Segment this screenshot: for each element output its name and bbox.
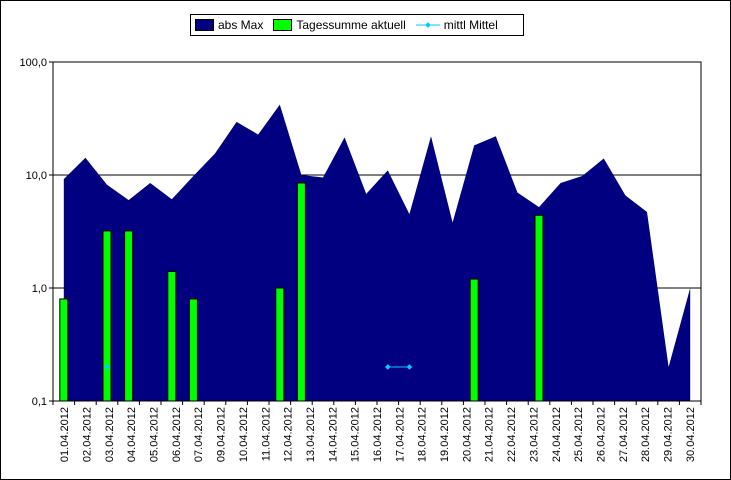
x-tick-label-22: 24.04.2012	[551, 407, 563, 462]
x-tick-label-2: 03.04.2012	[104, 407, 116, 462]
x-tick-label-9: 11.04.2012	[260, 407, 272, 461]
x-tick-label-17: 19.04.2012	[439, 407, 451, 462]
y-tick-label-0: 0,1	[32, 396, 47, 408]
x-tick-label-13: 15.04.2012	[350, 407, 362, 462]
y-tick-label-3: 100,0	[19, 57, 47, 69]
legend-item-abs-max: abs Max	[195, 18, 263, 32]
point-03.04.2012	[104, 364, 110, 370]
bar-01.04.2012	[59, 298, 69, 402]
x-tick-label-15: 17.04.2012	[394, 407, 406, 462]
x-tick-label-20: 22.04.2012	[506, 407, 518, 462]
x-tick-label-12: 14.04.2012	[327, 407, 339, 462]
point-17.04.2012	[406, 364, 413, 370]
x-tick-label-26: 28.04.2012	[640, 407, 652, 462]
x-tick-label-5: 06.04.2012	[171, 407, 183, 462]
x-tick-label-4: 05.04.2012	[149, 407, 161, 462]
x-tick-label-23: 25.04.2012	[573, 407, 585, 462]
x-tick-label-3: 04.04.2012	[126, 407, 138, 462]
legend-label-mittl-mittel: mittl Mittel	[443, 18, 498, 32]
bar-04.04.2012	[124, 230, 134, 402]
bar-12.04.2012	[296, 182, 306, 402]
x-tick-label-0: 01.04.2012	[59, 407, 71, 462]
x-tick-label-7: 09.04.2012	[216, 407, 228, 462]
axes	[49, 61, 702, 405]
x-tick-label-8: 10.04.2012	[238, 407, 250, 462]
legend-item-mittl-mittel: mittl Mittel	[415, 18, 498, 32]
bar-11.04.2012	[275, 287, 285, 402]
legend: abs Max Tagessumme aktuell mittl Mittel	[190, 14, 524, 36]
bar-06.04.2012	[167, 270, 177, 402]
x-tick-label-28: 30.04.2012	[685, 407, 697, 462]
series-mittl-mittel	[104, 364, 413, 370]
point-16.04.2012	[384, 364, 391, 370]
legend-label-tagessumme: Tagessumme aktuell	[296, 18, 406, 32]
x-tick-label-1: 02.04.2012	[82, 407, 94, 462]
x-tick-label-10: 12.04.2012	[283, 407, 295, 462]
x-tick-label-19: 21.04.2012	[484, 407, 496, 462]
legend-item-tagessumme: Tagessumme aktuell	[273, 18, 406, 32]
legend-label-abs-max: abs Max	[218, 18, 264, 32]
x-tick-labels: 01.04.2012 02.04.2012 03.04.2012 04.04.2012…	[59, 407, 697, 462]
bar-20.04.2012	[469, 278, 479, 402]
bar-23.04.2012	[534, 214, 544, 402]
area-abs-max	[63, 104, 691, 402]
x-tick-label-24: 26.04.2012	[595, 407, 607, 462]
x-tick-label-11: 13.04.2012	[305, 407, 317, 462]
y-tick-label-1: 1,0	[32, 283, 47, 295]
x-tick-label-6: 07.04.2012	[193, 407, 205, 462]
x-tick-label-27: 29.04.2012	[662, 407, 674, 462]
x-tick-label-21: 23.04.2012	[528, 407, 540, 462]
x-tick-label-16: 18.04.2012	[417, 407, 429, 462]
legend-swatch-mittl-mittel	[415, 22, 440, 28]
bar-03.04.2012	[102, 230, 112, 402]
series-abs-max	[63, 104, 691, 402]
x-tick-label-14: 16.04.2012	[372, 407, 384, 462]
x-tick-label-25: 27.04.2012	[618, 407, 630, 462]
x-tick-label-18: 20.04.2012	[461, 407, 473, 462]
legend-swatch-abs-max	[195, 19, 214, 31]
bar-07.04.2012	[188, 298, 198, 402]
series-tagessumme-aktuell	[59, 182, 544, 402]
legend-swatch-tagessumme	[273, 19, 293, 31]
y-tick-label-2: 10,0	[26, 170, 47, 182]
y-tick-labels: 0,1 1,0 10,0 100,0	[19, 57, 47, 408]
